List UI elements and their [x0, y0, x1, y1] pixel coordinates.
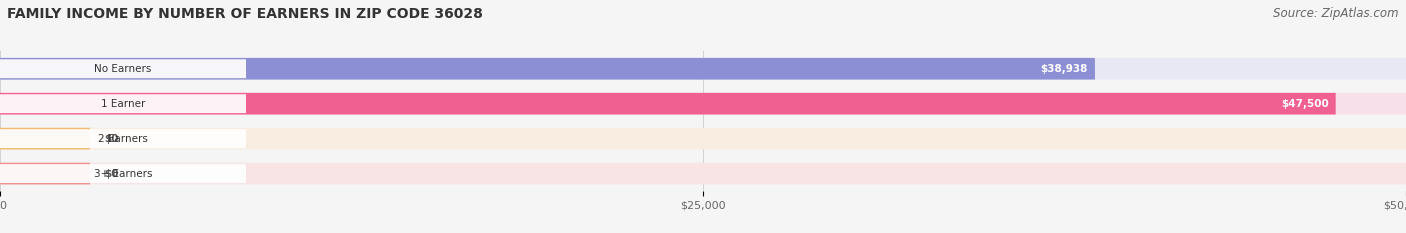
FancyBboxPatch shape [0, 94, 246, 113]
FancyBboxPatch shape [0, 93, 1336, 115]
FancyBboxPatch shape [0, 163, 1406, 185]
Text: FAMILY INCOME BY NUMBER OF EARNERS IN ZIP CODE 36028: FAMILY INCOME BY NUMBER OF EARNERS IN ZI… [7, 7, 482, 21]
FancyBboxPatch shape [0, 164, 246, 183]
Text: No Earners: No Earners [94, 64, 152, 74]
Text: $0: $0 [104, 134, 118, 144]
FancyBboxPatch shape [0, 129, 246, 148]
Text: $38,938: $38,938 [1040, 64, 1088, 74]
Text: 3+ Earners: 3+ Earners [94, 169, 152, 178]
Text: $47,500: $47,500 [1281, 99, 1329, 109]
FancyBboxPatch shape [0, 59, 246, 78]
FancyBboxPatch shape [0, 58, 1095, 80]
FancyBboxPatch shape [0, 163, 90, 185]
FancyBboxPatch shape [0, 128, 90, 150]
FancyBboxPatch shape [0, 128, 1406, 150]
Text: 2 Earners: 2 Earners [98, 134, 148, 144]
Text: $0: $0 [104, 169, 118, 178]
Text: 1 Earner: 1 Earner [101, 99, 145, 109]
FancyBboxPatch shape [0, 93, 1406, 115]
Text: Source: ZipAtlas.com: Source: ZipAtlas.com [1274, 7, 1399, 20]
FancyBboxPatch shape [0, 58, 1406, 80]
